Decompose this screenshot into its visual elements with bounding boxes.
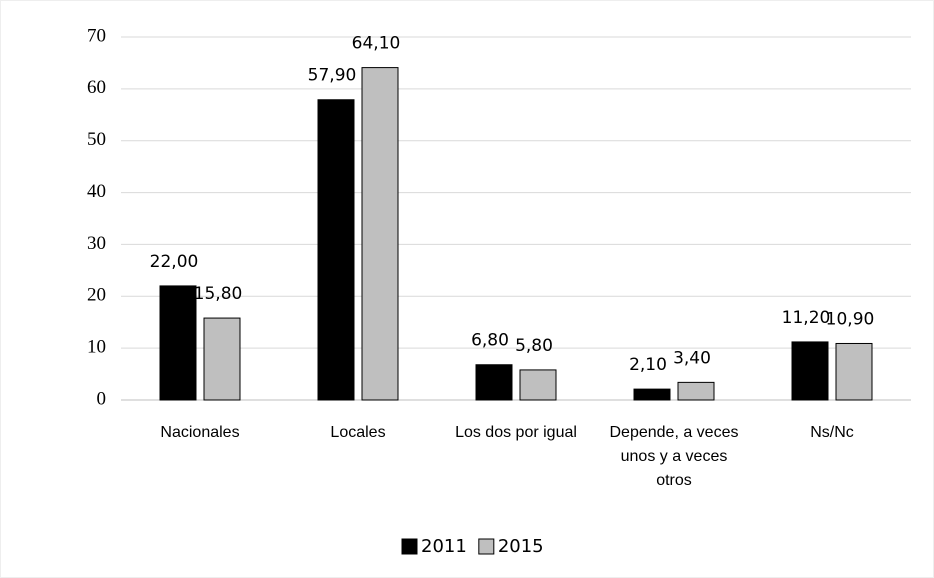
data-label: 10,90: [826, 309, 875, 329]
legend-swatch: [401, 538, 418, 555]
bar: [633, 388, 671, 401]
bar: [159, 285, 197, 401]
y-tick-label: 40: [87, 181, 106, 202]
bar: [519, 369, 557, 401]
y-tick-label: 70: [87, 25, 106, 46]
bar: [677, 381, 715, 401]
y-tick-label: 10: [87, 337, 106, 358]
x-tick-label: Depende, a veces unos y a veces otros: [609, 424, 739, 489]
y-tick-label: 20: [87, 285, 106, 306]
data-label: 64,10: [352, 34, 401, 54]
bar: [791, 341, 829, 401]
y-tick-label: 30: [87, 233, 106, 254]
x-tick-label: Ns/Nc: [810, 424, 854, 441]
data-label: 22,00: [150, 252, 199, 272]
y-tick-label: 60: [87, 77, 106, 98]
data-label: 11,20: [782, 308, 831, 328]
data-label: 57,90: [308, 66, 357, 86]
bar: [203, 317, 241, 401]
x-tick-label: Los dos por igual: [455, 424, 577, 441]
data-label: 5,80: [515, 336, 553, 356]
x-tick-label: Nacionales: [160, 424, 240, 441]
data-label: 3,40: [673, 348, 711, 368]
legend-label: 2015: [498, 536, 544, 557]
y-tick-label: 50: [87, 129, 106, 150]
bar: [835, 342, 873, 401]
data-label: 2,10: [629, 355, 667, 375]
x-tick-label: Locales: [330, 424, 386, 441]
data-label: 15,80: [194, 284, 243, 304]
legend-swatch: [478, 538, 495, 555]
bar: [475, 364, 513, 401]
bar: [361, 67, 399, 401]
bar: [317, 99, 355, 401]
legend-label: 2011: [421, 536, 467, 557]
data-label: 6,80: [471, 331, 509, 351]
y-tick-label: 0: [97, 388, 107, 409]
